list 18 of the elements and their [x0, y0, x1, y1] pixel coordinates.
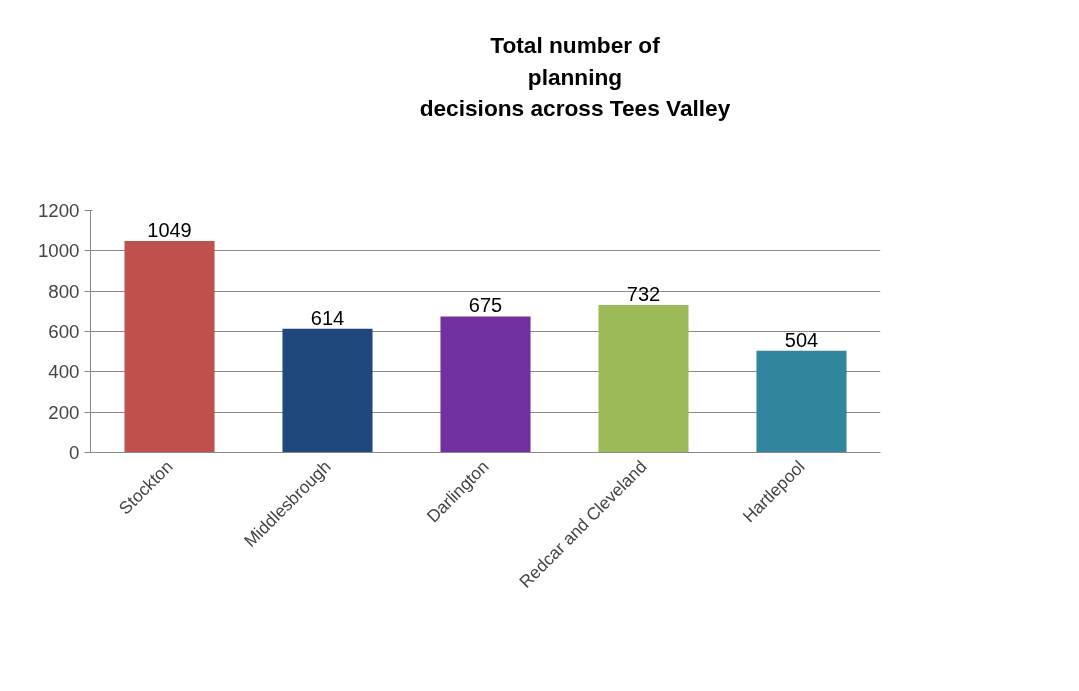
y-tick-label: 400 [48, 361, 80, 383]
bar [124, 240, 215, 453]
bar [282, 328, 373, 453]
y-tick-label: 0 [69, 442, 80, 463]
data-label: 732 [626, 282, 661, 305]
chart-title: Total number of planning decisions across Tees Valley [419, 31, 731, 124]
bar [598, 304, 689, 453]
data-label: 614 [310, 306, 345, 329]
bar [440, 316, 531, 453]
data-label: 1049 [147, 218, 192, 241]
y-tick-label: 800 [48, 280, 80, 302]
data-label: 504 [784, 328, 819, 351]
y-tick-label: 600 [48, 321, 80, 342]
y-tick-label: 1200 [38, 200, 80, 221]
y-tick-label: 200 [48, 401, 80, 423]
data-label: 675 [468, 294, 503, 317]
bar [756, 350, 847, 453]
y-tick-label: 1000 [38, 240, 80, 262]
